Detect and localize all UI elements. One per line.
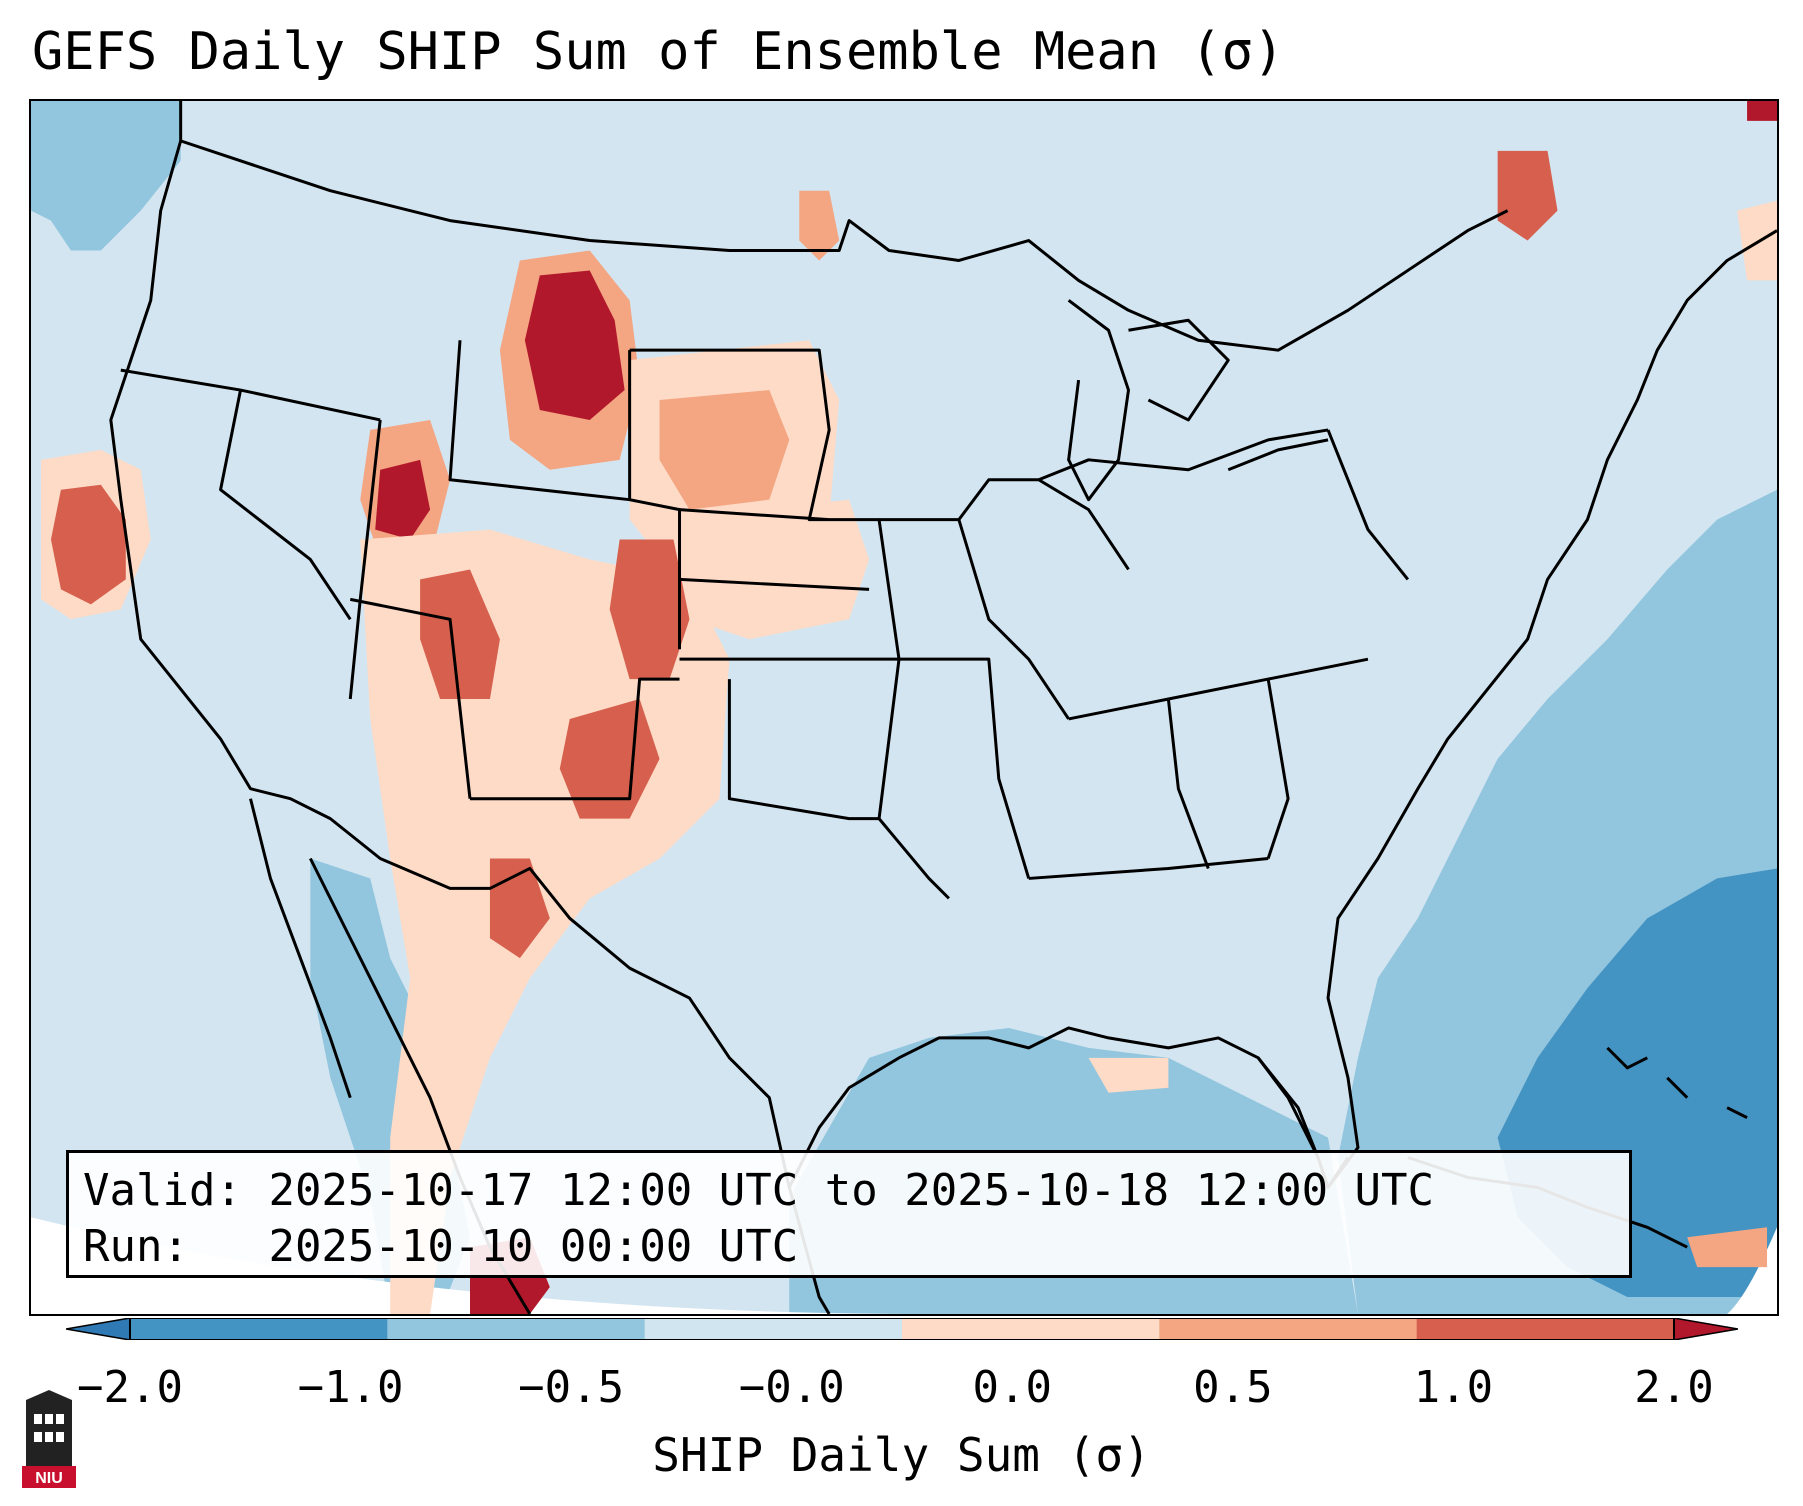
colorbar-extend-low: [66, 1318, 131, 1340]
colorbar-segments: [66, 1318, 1738, 1340]
maritimes-blob: [1497, 150, 1558, 241]
colorbar-label: SHIP Daily Sum (σ): [652, 1428, 1151, 1482]
valid-range: 2025-10-17 12:00 UTC to 2025-10-18 12:00…: [268, 1165, 1435, 1216]
map-panel: [29, 99, 1779, 1316]
colorbar-segment: [902, 1318, 1160, 1340]
gulf-coast: [787, 229, 1777, 1189]
colorbar-segment: [1416, 1318, 1675, 1340]
boundaries: [109, 101, 1777, 1314]
colorbar-outline: [129, 1318, 1675, 1340]
baja-outline: [249, 798, 352, 1099]
idaho-core: [375, 459, 431, 540]
pacific-negative-region: [31, 101, 181, 251]
north-dakota-border-blob: [799, 190, 840, 261]
montana-core: [524, 270, 625, 420]
run-time: 2025-10-10 00:00 UTC: [268, 1221, 799, 1272]
caribbean-positive-patch: [1687, 1227, 1768, 1268]
colorbar-tick-label: 0.0: [972, 1362, 1053, 1413]
chihuahua-core: [489, 858, 550, 959]
colorbar-extend-high: [1673, 1318, 1738, 1340]
colorbar-segment: [130, 1318, 388, 1340]
state-lines-west: [120, 340, 682, 801]
anomaly-fields: [31, 101, 1777, 1314]
dakotas-core: [659, 390, 790, 510]
far-northeast-blob: [1747, 101, 1777, 121]
colorbar-tick-label: −0.5: [518, 1362, 625, 1413]
state-lines-east: [879, 428, 1410, 880]
colorbar-tick-label: 0.5: [1193, 1362, 1273, 1413]
colorbar-segment: [1159, 1318, 1418, 1340]
nova-scotia-blob: [1737, 200, 1777, 281]
bahamas-outline: [1606, 1046, 1748, 1119]
great-lakes: [1067, 299, 1329, 502]
colorbar-tick-label: 2.0: [1634, 1362, 1714, 1413]
run-label: Run:: [83, 1221, 189, 1272]
colorbar: [66, 1318, 1738, 1340]
unprojected-edge-right: [1727, 1227, 1777, 1314]
colorbar-tick-label: 1.0: [1413, 1362, 1494, 1413]
unprojected-edge: [31, 1217, 929, 1314]
colorbar-tick-label: −2.0: [77, 1362, 183, 1413]
california-offshore-core: [50, 484, 126, 605]
colorado-core: [609, 539, 690, 680]
colorbar-tick-label: −1.0: [297, 1362, 404, 1413]
colorbar-segment: [387, 1318, 646, 1340]
utah-core: [420, 569, 500, 700]
niu-logo: NIU: [22, 1390, 76, 1488]
valid-info-box: Valid: 2025-10-17 12:00 UTC to 2025-10-1…: [66, 1150, 1632, 1278]
gulf-positive-patch: [1088, 1057, 1169, 1093]
map-title: GEFS Daily SHIP Sum of Ensemble Mean (σ): [32, 22, 1285, 82]
plains-blob: [669, 499, 870, 640]
logo-text: NIU: [35, 1470, 63, 1487]
colorbar-segment: [644, 1318, 903, 1340]
map-canvas: [31, 101, 1777, 1314]
canada-us-border: [180, 139, 1509, 352]
valid-label: Valid:: [83, 1165, 242, 1216]
colorbar-tick-label: −0.0: [738, 1362, 845, 1413]
